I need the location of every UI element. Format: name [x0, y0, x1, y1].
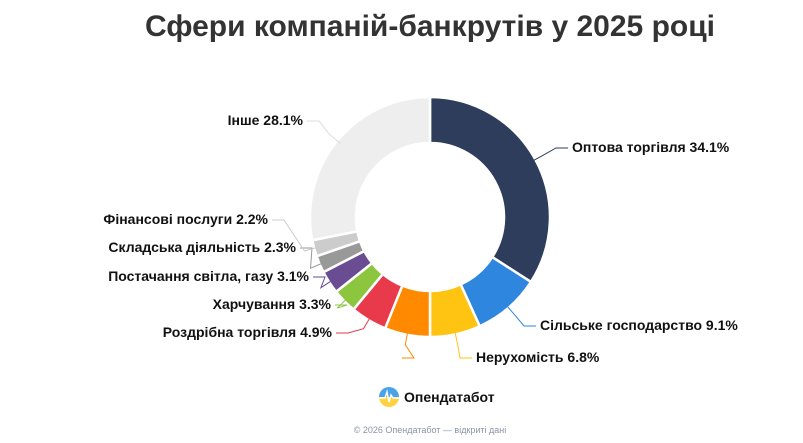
- leader-line-9: [272, 219, 319, 252]
- slice-label-9: Фінансові послуги 2.2%: [103, 211, 268, 227]
- chart-title: Сфери компаній-банкрутів у 2025 році: [145, 10, 715, 43]
- leader-line-5: [336, 316, 372, 334]
- leader-line-1: [531, 147, 568, 162]
- leader-line-6: [335, 297, 348, 309]
- brand-name: Опендатабот: [404, 389, 495, 405]
- slice-1: [428, 95, 552, 284]
- leader-line-4: [402, 330, 415, 359]
- slice-label-3: Нерухомість 6.8%: [476, 349, 600, 365]
- slice-label-6: Харчування 3.3%: [213, 296, 332, 312]
- leader-line-8: [300, 247, 324, 270]
- leader-line-10: [307, 120, 341, 144]
- opendatabot-logo-icon: [379, 387, 399, 407]
- slice-label-7: Постачання світла, газу 3.1%: [108, 268, 309, 284]
- slice-label-1: Оптова торгівля 34.1%: [572, 139, 730, 155]
- slice-label-5: Роздрібна торгівля 4.9%: [163, 324, 333, 340]
- leader-line-2: [505, 304, 536, 327]
- footer-copyright: © 2026 Опендатабот — відкриті дані: [353, 425, 507, 435]
- slice-label-8: Складська діяльність 2.3%: [108, 239, 296, 255]
- leader-line-3: [454, 330, 472, 359]
- leader-line-7: [313, 276, 333, 289]
- slice-label-2: Сільське господарство 9.1%: [540, 317, 738, 333]
- brand-logo: Опендатабот: [378, 386, 495, 408]
- slice-label-10: Інше 28.1%: [228, 112, 304, 128]
- slice-10: [308, 95, 432, 242]
